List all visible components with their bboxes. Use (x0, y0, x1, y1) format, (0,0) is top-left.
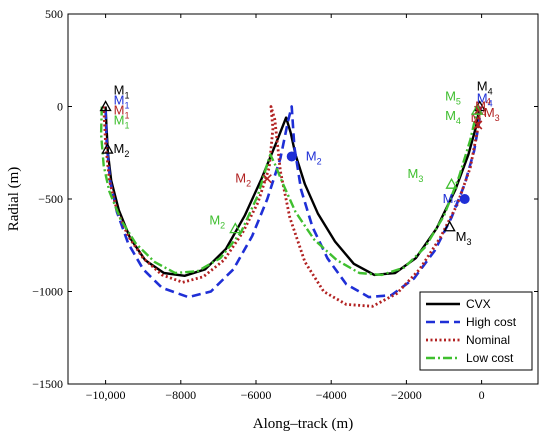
legend: CVX High cost Nominal Low cost (419, 291, 533, 371)
annotation-marker (286, 151, 297, 162)
y-tick-label: −500 (38, 192, 63, 206)
annotation-label: M3 (443, 191, 459, 209)
x-axis-title: Along–track (m) (253, 416, 353, 432)
y-tick-label: −1000 (32, 285, 63, 299)
legend-label: Low cost (466, 351, 514, 365)
x-tick-label: −4000 (316, 388, 347, 402)
annotation-marker (262, 174, 272, 184)
annotation-label: M1 (114, 103, 130, 121)
annotation-label: M3 (484, 105, 500, 123)
annotation-marker (99, 100, 112, 112)
annotation-marker (473, 120, 483, 130)
annotation-label: M2 (113, 141, 129, 159)
annotation-marker (229, 222, 242, 234)
legend-label: CVX (466, 297, 491, 311)
x-axis-ticks: −10,000 −8000 −6000 −4000 −2000 0 (86, 14, 485, 402)
annotation-marker (459, 194, 470, 204)
annotation-marker (445, 177, 458, 189)
x-tick-label: −2000 (391, 388, 422, 402)
annotation-label: M2 (306, 148, 322, 166)
x-tick-label: −6000 (241, 388, 272, 402)
y-tick-label: 500 (45, 7, 63, 21)
annotation-label: M3 (408, 166, 424, 184)
annotation-label: M5 (445, 89, 461, 107)
annotation-label: M4 (477, 91, 493, 109)
annotation-marker (101, 142, 114, 154)
series-line-nominal (102, 105, 482, 308)
annotation-marker (443, 220, 456, 232)
series-line-cvx (104, 106, 481, 277)
x-tick-label: 0 (479, 388, 485, 402)
y-axis-ticks: 500 0 −500 −1000 −1500 (32, 7, 538, 391)
annotation-marker (470, 103, 484, 115)
annotation-label: M4 (471, 108, 487, 125)
legend-label: High cost (466, 315, 517, 329)
annotation-label: M1 (114, 93, 130, 111)
annotation-label: M4 (477, 79, 493, 97)
x-tick-label: −10,000 (86, 388, 126, 402)
annotation-label: M4 (445, 108, 461, 126)
legend-label: Nominal (466, 333, 510, 347)
series-lines (99, 105, 483, 308)
annotation-label: M2 (209, 213, 225, 231)
annotation-label: M2 (235, 171, 251, 189)
annotation-label: M1 (114, 113, 130, 131)
series-line-low-cost (99, 106, 480, 277)
y-tick-label: 0 (57, 100, 63, 114)
annotation-label: M1 (114, 83, 130, 101)
y-tick-label: −1500 (32, 377, 63, 391)
series-line-high-cost (104, 105, 483, 299)
annotation-label: M3 (456, 229, 472, 247)
annotation-label: M4 (475, 97, 491, 114)
y-axis-title: Radial (m) (6, 167, 22, 232)
x-tick-label: −8000 (165, 388, 196, 402)
